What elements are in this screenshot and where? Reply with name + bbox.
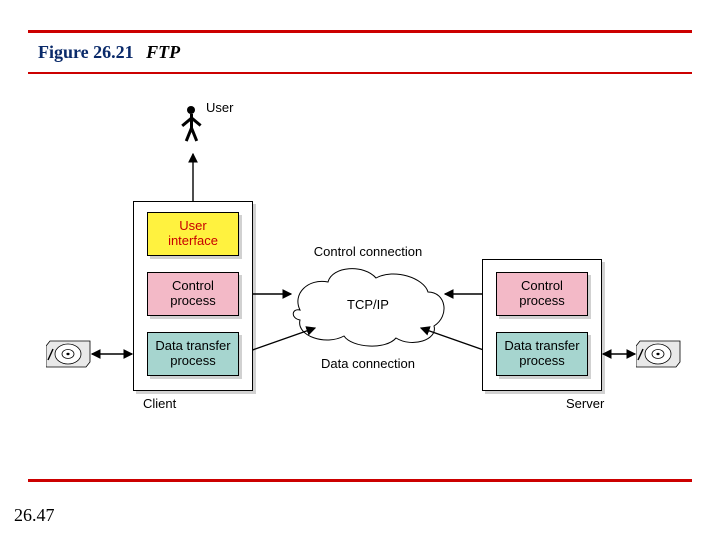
label-client: Client (143, 396, 176, 411)
server-control-process: Controlprocess (496, 272, 588, 316)
user-icon (178, 106, 204, 148)
client-ctrl-label: Controlprocess (170, 279, 216, 309)
figure-title: FTP (146, 42, 180, 62)
client-user-interface: Userinterface (147, 212, 239, 256)
server-data-transfer-process: Data transferprocess (496, 332, 588, 376)
rule-top-thick (28, 30, 692, 33)
rule-top-thin (28, 72, 692, 74)
diagram-canvas: User Userinterface Controlprocess Data t… (28, 86, 692, 474)
figure-title-row: Figure 26.21 FTP (38, 42, 180, 63)
client-data-label: Data transferprocess (155, 339, 230, 369)
label-server: Server (566, 396, 604, 411)
rule-bottom (28, 479, 692, 482)
client-data-transfer-process: Data transferprocess (147, 332, 239, 376)
client-disk-icon (46, 340, 92, 368)
label-control-connection: Control connection (308, 244, 428, 259)
server-data-label: Data transferprocess (504, 339, 579, 369)
server-disk-icon (636, 340, 682, 368)
label-data-connection: Data connection (318, 356, 418, 371)
figure-label: Figure 26.21 (38, 42, 134, 62)
label-tcpip: TCP/IP (328, 297, 408, 312)
server-ctrl-label: Controlprocess (519, 279, 565, 309)
client-ui-label: Userinterface (168, 219, 218, 249)
page-number: 26.47 (14, 505, 55, 526)
label-user: User (206, 100, 233, 115)
client-control-process: Controlprocess (147, 272, 239, 316)
